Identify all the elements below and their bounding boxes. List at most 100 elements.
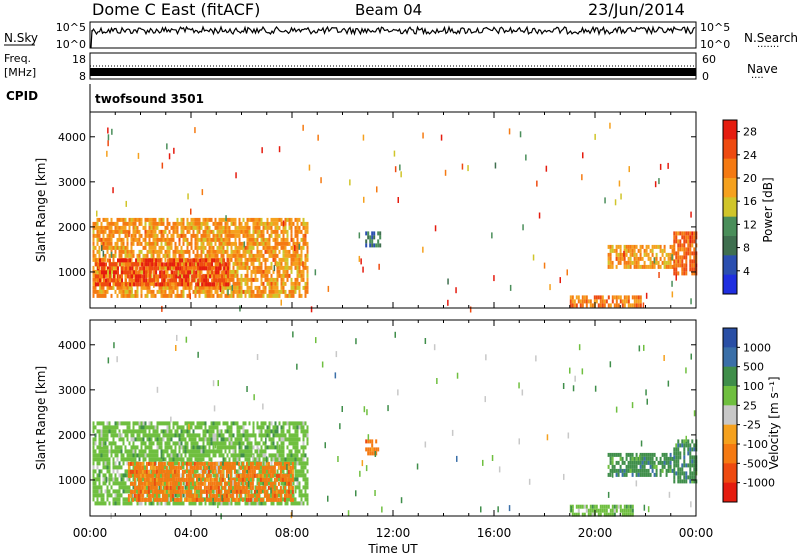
range-cell: [218, 221, 221, 226]
range-cell: [179, 282, 182, 287]
range-cell: [173, 473, 176, 478]
range-cell: [148, 281, 151, 286]
sparse-echo: [467, 165, 469, 172]
range-cell: [631, 512, 634, 517]
range-cell: [148, 501, 151, 506]
range-cell: [104, 489, 107, 494]
range-cell: [257, 489, 260, 494]
range-cell: [180, 445, 183, 450]
range-cell: [302, 245, 305, 250]
range-cell: [98, 481, 101, 486]
range-cell: [96, 421, 99, 426]
range-cell: [685, 231, 688, 236]
range-cell: [683, 247, 686, 252]
range-cell: [230, 293, 233, 298]
range-cell: [180, 217, 183, 222]
range-cell: [201, 461, 204, 466]
range-cell: [156, 433, 159, 438]
range-cell: [198, 453, 201, 458]
range-cell: [173, 465, 176, 470]
range-cell: [157, 469, 160, 474]
sparse-echo: [131, 287, 133, 294]
range-cell: [154, 229, 157, 234]
range-cell: [219, 461, 222, 466]
range-cell: [232, 441, 235, 446]
range-cell: [629, 504, 632, 509]
range-cell: [230, 437, 233, 442]
range-cell: [187, 461, 190, 466]
range-cell: [188, 465, 191, 470]
range-cell: [685, 267, 688, 272]
range-cell: [94, 225, 97, 230]
range-cell: [168, 497, 171, 502]
range-cell: [226, 225, 229, 230]
range-cell: [200, 437, 203, 442]
range-cell: [148, 229, 151, 234]
range-cell: [306, 253, 309, 258]
range-cell: [270, 261, 273, 266]
range-cell: [234, 257, 237, 262]
range-cell: [149, 497, 152, 502]
range-cell: [161, 282, 164, 287]
range-cell: [233, 489, 236, 494]
range-cell: [157, 473, 160, 478]
range-cell: [182, 253, 185, 258]
range-cell: [288, 437, 291, 442]
sparse-echo: [519, 131, 522, 138]
range-cell: [296, 473, 299, 478]
range-cell: [182, 433, 185, 438]
range-cell: [120, 453, 123, 458]
range-cell: [178, 425, 181, 430]
range-cell: [613, 508, 616, 513]
range-cell: [185, 274, 188, 279]
range-cell: [160, 265, 163, 270]
range-cell: [232, 253, 235, 258]
range-cell: [246, 433, 249, 438]
range-cell: [228, 429, 231, 434]
range-cell: [232, 293, 235, 298]
range-cell: [166, 461, 169, 466]
range-cell: [98, 453, 101, 458]
range-cell: [653, 244, 656, 249]
range-cell: [150, 217, 153, 222]
range-cell: [160, 289, 163, 294]
range-cell: [194, 241, 197, 246]
range-cell: [206, 225, 209, 230]
range-cell: [215, 477, 218, 482]
range-cell: [224, 285, 227, 290]
range-cell: [591, 504, 594, 509]
range-cell: [231, 465, 234, 470]
range-cell: [194, 449, 197, 454]
range-cell: [110, 217, 113, 222]
range-cell: [273, 469, 276, 474]
range-cell: [635, 299, 638, 304]
range-cell: [233, 465, 236, 470]
range-cell: [253, 489, 256, 494]
range-cell: [207, 461, 210, 466]
range-cell: [280, 445, 283, 450]
range-cell: [165, 477, 168, 482]
range-cell: [200, 253, 203, 258]
range-cell: [126, 285, 129, 290]
range-cell: [667, 256, 670, 261]
range-cell: [615, 264, 618, 269]
range-cell: [280, 289, 283, 294]
range-cell: [304, 225, 307, 230]
range-cell: [164, 229, 167, 234]
range-cell: [228, 253, 231, 258]
range-cell: [234, 289, 237, 294]
range-cell: [292, 437, 295, 442]
range-cell: [278, 433, 281, 438]
range-cell: [302, 457, 305, 462]
range-cell: [260, 237, 263, 242]
range-cell: [153, 274, 156, 279]
range-cell: [92, 233, 95, 238]
range-cell: [177, 489, 180, 494]
range-cell: [131, 461, 134, 466]
range-cell: [607, 256, 610, 261]
range-cell: [131, 262, 134, 267]
range-cell: [197, 278, 200, 283]
range-cell: [276, 441, 279, 446]
range-cell: [170, 265, 173, 270]
range-cell: [127, 274, 129, 279]
